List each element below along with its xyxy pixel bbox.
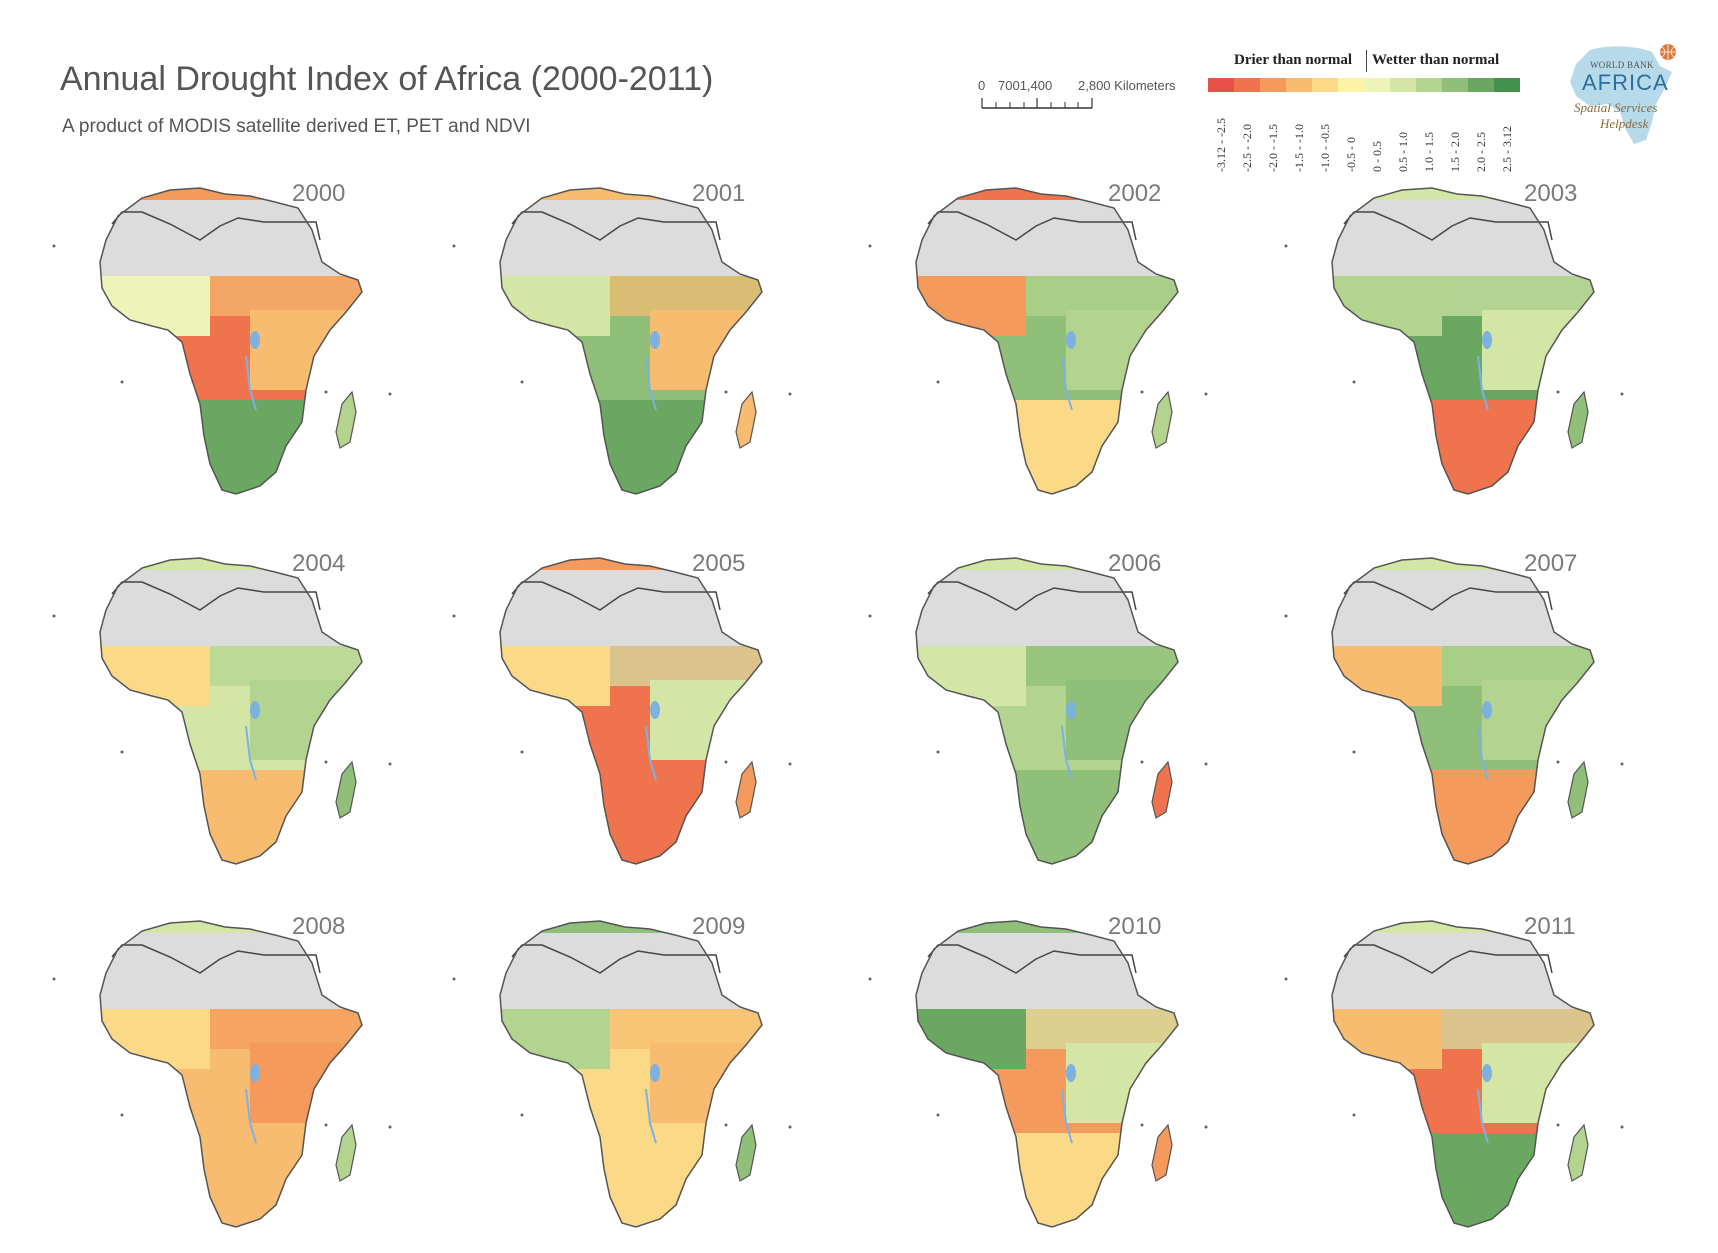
map-year-label: 2000 — [292, 180, 346, 207]
madagascar — [335, 760, 357, 819]
madagascar — [335, 390, 357, 449]
map-year-label: 2003 — [1524, 180, 1578, 207]
legend-class-label: -2.0 - -1.5 — [1266, 124, 1280, 172]
map-year-label: 2006 — [1108, 550, 1162, 577]
legend-swatch — [1416, 78, 1442, 92]
africa-map-2003 — [1284, 187, 1624, 495]
scale-label-1: 7001,400 — [998, 78, 1053, 93]
madagascar — [1151, 390, 1173, 449]
africa-map-2010 — [868, 920, 1208, 1228]
map-panel-2006: 2006 — [866, 530, 1266, 890]
legend-swatch — [1442, 78, 1468, 92]
africa-map-2005 — [452, 557, 792, 865]
scale-bar — [981, 98, 1093, 109]
map-year-label: 2005 — [692, 550, 746, 577]
map-panel-2007: 2007 — [1282, 530, 1682, 890]
legend-swatch — [1208, 78, 1234, 92]
map-panel-2008: 2008 — [50, 893, 450, 1253]
madagascar — [735, 760, 757, 819]
africa-map-2000 — [52, 187, 392, 495]
legend-swatch — [1364, 78, 1390, 92]
madagascar — [1151, 760, 1173, 819]
legend-drier-label: Drier than normal — [1234, 52, 1353, 68]
madagascar — [735, 1123, 757, 1182]
map-panel-2011: 2011 — [1282, 893, 1682, 1253]
map-year-label: 2004 — [292, 550, 346, 577]
world-bank-africa-logo — [1570, 44, 1676, 144]
map-panel-2004: 2004 — [50, 530, 450, 890]
africa-map-2006 — [868, 557, 1208, 865]
scale-label-0: 0 — [978, 78, 986, 93]
map-panel-2009: 2009 — [450, 893, 850, 1253]
page-title: Annual Drought Index of Africa (2000-201… — [60, 60, 714, 98]
legend-swatch — [1260, 78, 1286, 92]
logo-spatial-services: Spatial Services — [1574, 100, 1658, 115]
madagascar — [335, 1123, 357, 1182]
africa-map-2009 — [452, 920, 792, 1228]
legend-swatch — [1286, 78, 1312, 92]
page-subtitle: A product of MODIS satellite derived ET,… — [62, 116, 531, 137]
legend-wetter-label: Wetter than normal — [1372, 52, 1500, 68]
map-year-label: 2007 — [1524, 550, 1578, 577]
legend-swatch — [1494, 78, 1520, 92]
map-panel-2000: 2000 — [50, 160, 450, 520]
legend: Drier than normal Wetter than normal -3.… — [1208, 50, 1524, 172]
legend-swatch — [1338, 78, 1364, 92]
africa-map-2008 — [52, 920, 392, 1228]
africa-map-2011 — [1284, 920, 1624, 1228]
map-year-label: 2002 — [1108, 180, 1162, 207]
legend-swatch — [1234, 78, 1260, 92]
scale-label-2: 2,800 Kilometers — [1078, 78, 1176, 93]
map-year-label: 2011 — [1524, 913, 1576, 940]
madagascar — [1567, 760, 1589, 819]
map-panel-2002: 2002 — [866, 160, 1266, 520]
legend-divider — [1366, 50, 1367, 72]
legend-swatch — [1390, 78, 1416, 92]
logo-helpdesk: Helpdesk — [1600, 116, 1649, 131]
legend-swatch — [1312, 78, 1338, 92]
map-year-label: 2010 — [1108, 913, 1162, 940]
madagascar — [735, 390, 757, 449]
logo-africa: AFRICA — [1582, 70, 1669, 95]
africa-map-2002 — [868, 187, 1208, 495]
map-year-label: 2009 — [692, 913, 746, 940]
legend-swatch — [1468, 78, 1494, 92]
africa-map-2004 — [52, 557, 392, 865]
africa-map-2007 — [1284, 557, 1624, 865]
map-panel-2010: 2010 — [866, 893, 1266, 1253]
madagascar — [1567, 390, 1589, 449]
map-panel-2003: 2003 — [1282, 160, 1682, 520]
madagascar — [1567, 1123, 1589, 1182]
map-panel-2001: 2001 — [450, 160, 850, 520]
logo-world-bank: WORLD BANK — [1590, 60, 1654, 70]
legend-swatches — [1208, 78, 1520, 92]
map-year-label: 2001 — [692, 180, 746, 207]
map-year-label: 2008 — [292, 913, 346, 940]
africa-map-2001 — [452, 187, 792, 495]
madagascar — [1151, 1123, 1173, 1182]
map-panel-2005: 2005 — [450, 530, 850, 890]
